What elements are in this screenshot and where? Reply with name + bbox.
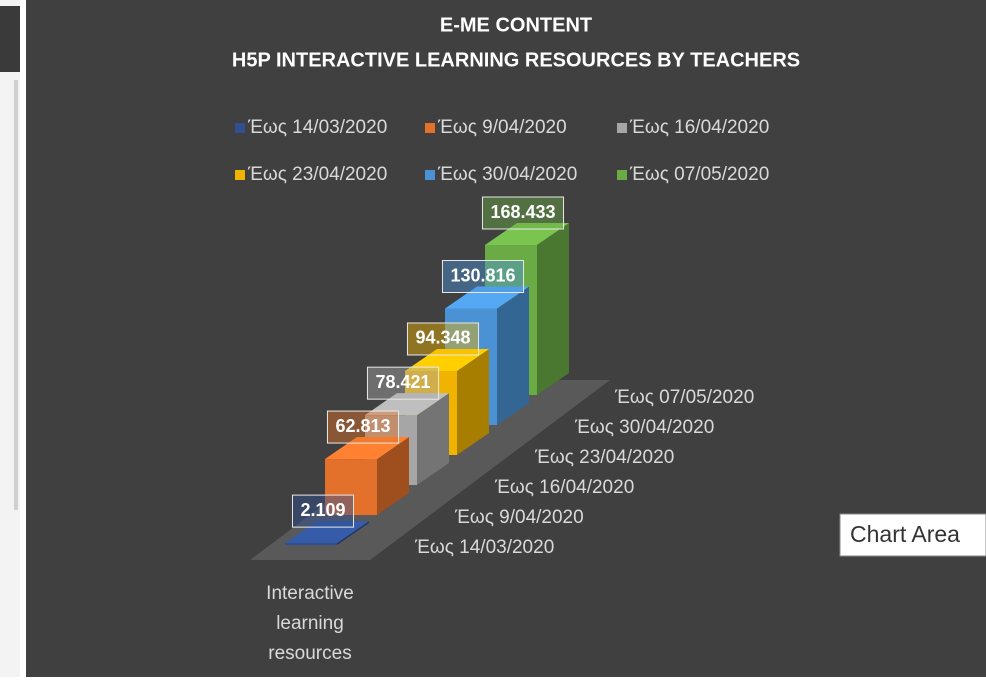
- data-label-box: [406, 322, 480, 356]
- data-label: 62.813: [335, 416, 390, 436]
- chart-title: E-ME CONTENT: [440, 14, 592, 36]
- tooltip: Chart Area: [850, 521, 960, 547]
- legend-label: Έως 14/03/2020: [247, 117, 387, 138]
- data-label: 78.421: [375, 372, 430, 392]
- tooltip-box: [839, 513, 986, 557]
- legend-swatch: [235, 123, 245, 133]
- legend-label: Έως 30/04/2020: [437, 164, 577, 185]
- bar-side: [497, 286, 529, 425]
- depth-label: Έως 14/03/2020: [414, 537, 554, 558]
- depth-label: Έως 16/04/2020: [494, 477, 634, 498]
- bar-side: [377, 437, 409, 515]
- scrollbar[interactable]: [14, 80, 18, 510]
- bar: [285, 543, 337, 545]
- data-label-box: [326, 410, 400, 444]
- depth-label: Έως 30/04/2020: [574, 417, 714, 438]
- chart-subtitle: H5P INTERACTIVE LEARNING RESOURCES BY TE…: [232, 49, 800, 71]
- bar: [325, 459, 377, 515]
- bar-side: [537, 223, 569, 395]
- bar-side: [457, 348, 489, 455]
- data-label-box: [291, 494, 355, 528]
- data-label: 168.433: [490, 202, 555, 222]
- data-label-box: [366, 366, 440, 400]
- data-label-box: [481, 196, 565, 230]
- legend-swatch: [425, 123, 435, 133]
- bar-side: [417, 393, 449, 485]
- data-label: 2.109: [300, 500, 345, 520]
- legend-label: Έως 9/04/2020: [437, 117, 567, 138]
- category-label: Interactive learning resources: [266, 583, 354, 664]
- legend-swatch: [425, 170, 435, 180]
- depth-label: Έως 23/04/2020: [534, 447, 674, 468]
- legend-swatch: [617, 123, 627, 133]
- legend-label: Έως 07/05/2020: [629, 164, 769, 185]
- data-label: 94.348: [415, 328, 470, 348]
- legend-label: Έως 23/04/2020: [247, 164, 387, 185]
- side-button[interactable]: [0, 6, 20, 72]
- legend-swatch: [617, 170, 627, 180]
- data-label-box: [441, 260, 525, 294]
- legend-swatch: [235, 170, 245, 180]
- data-label: 130.816: [450, 265, 515, 285]
- bar-side: [337, 521, 369, 545]
- depth-label: Έως 07/05/2020: [614, 387, 754, 408]
- legend-label: Έως 16/04/2020: [629, 117, 769, 138]
- depth-label: Έως 9/04/2020: [454, 507, 584, 528]
